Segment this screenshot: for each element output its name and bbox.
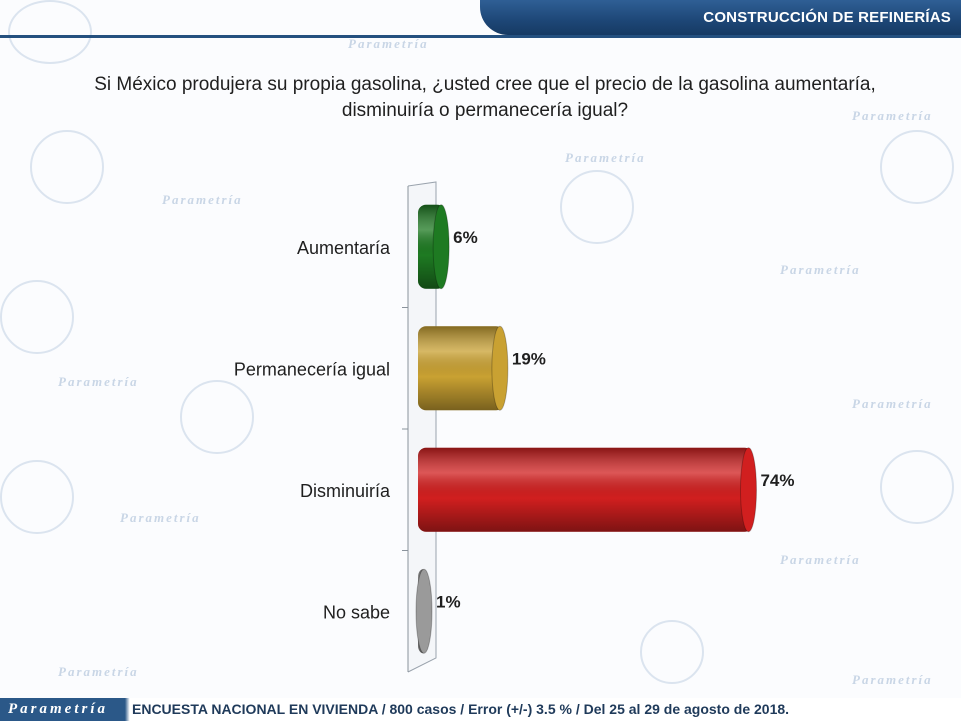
survey-question: Si México produjera su propia gasolina, … bbox=[80, 72, 890, 124]
bar-disminuiría bbox=[418, 447, 757, 533]
value-label: 19% bbox=[512, 349, 546, 368]
category-label: Aumentaría bbox=[297, 238, 391, 258]
footer-logo: Parametría bbox=[8, 701, 108, 717]
question-line-1: Si México produjera su propia gasolina, … bbox=[94, 74, 876, 95]
category-label: Permanecería igual bbox=[234, 359, 390, 379]
value-label: 1% bbox=[436, 592, 461, 611]
category-label: Disminuiría bbox=[300, 481, 391, 501]
question-line-2: disminuiría o permanecería igual? bbox=[341, 100, 629, 121]
chart-axis-wall bbox=[407, 181, 437, 673]
footer-survey-note: ENCUESTA NACIONAL EN VIVIENDA / 800 caso… bbox=[132, 701, 790, 717]
category-label: No sabe bbox=[323, 602, 390, 622]
value-label: 6% bbox=[453, 228, 478, 247]
page-title: CONSTRUCCIÓN DE REFINERÍAS bbox=[703, 9, 951, 26]
header-bar: CONSTRUCCIÓN DE REFINERÍAS bbox=[480, 0, 961, 35]
bar-aumentaría bbox=[418, 204, 450, 290]
bar-permanecería-igual bbox=[418, 325, 509, 411]
header-underline bbox=[0, 35, 961, 38]
bar-no-sabe bbox=[415, 568, 433, 654]
footer-bar: Parametría ENCUESTA NACIONAL EN VIVIENDA… bbox=[0, 698, 961, 721]
value-label: 74% bbox=[760, 471, 794, 490]
